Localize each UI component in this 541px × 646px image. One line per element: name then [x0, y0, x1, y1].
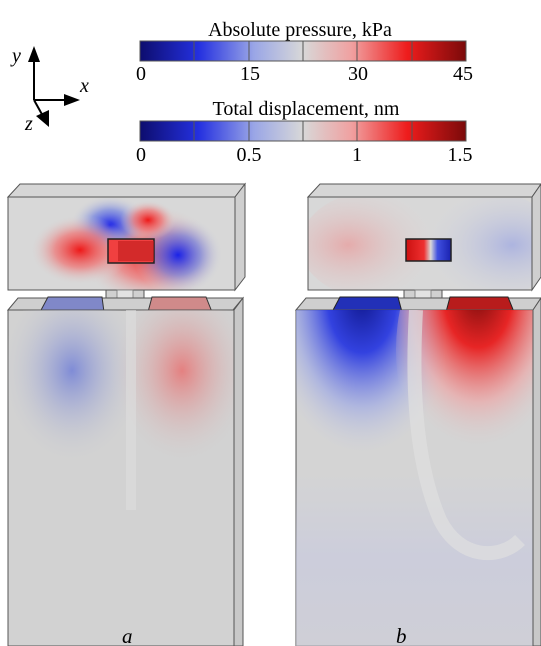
pressure-tick-30: 30	[348, 63, 368, 85]
pressure-colorbar-title: Absolute pressure, kPa	[208, 19, 392, 41]
displacement-tick-1: 1	[352, 144, 362, 166]
displacement-tick-1-5: 1.5	[448, 144, 473, 166]
pressure-tick-15: 15	[240, 63, 260, 85]
displacement-colorbar: Total displacement, nm 0 0.5 1 1.5	[136, 98, 473, 166]
displacement-tick-0-5: 0.5	[237, 144, 262, 166]
displacement-tick-0: 0	[136, 144, 146, 166]
pressure-tick-45: 45	[453, 63, 473, 85]
panel-a-top-block-side-face	[234, 182, 246, 292]
panel-b-label: b	[396, 624, 407, 646]
panel-a-top-block-top-face	[6, 183, 247, 198]
panel-a-label: a	[122, 624, 133, 646]
displacement-colorbar-title: Total displacement, nm	[213, 98, 400, 120]
pressure-colorbar: Absolute pressure, kPa 0 15 30 45	[136, 19, 473, 85]
y-axis-label: y	[10, 45, 21, 67]
pressure-tick-0: 0	[136, 63, 146, 85]
x-axis-label: x	[79, 75, 89, 97]
panel-b-insert	[405, 238, 452, 262]
panel-b-top-block-side-face	[531, 183, 541, 292]
panel-b-model: b	[294, 183, 541, 646]
z-axis-label: z	[24, 113, 33, 135]
axes-triad: y x z	[10, 45, 89, 135]
panel-b-top-block-top-face	[306, 183, 541, 198]
panel-a-model: a	[6, 182, 247, 646]
